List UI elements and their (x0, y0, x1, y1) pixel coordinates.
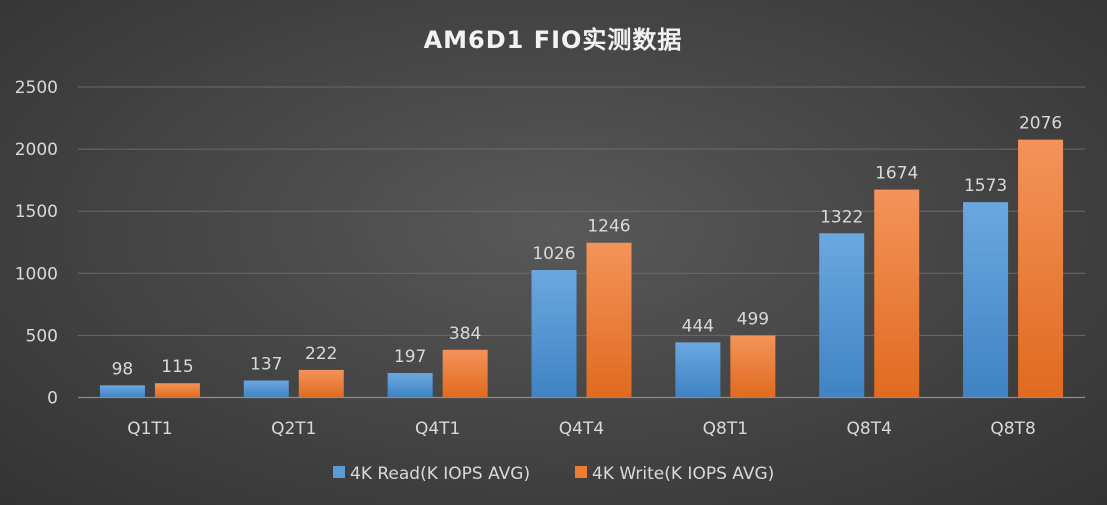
x-tick-label: Q8T8 (990, 419, 1035, 439)
bar-read-q8t1 (675, 342, 721, 398)
data-label-write-q4t1: 384 (449, 324, 481, 344)
bar-write-q8t1 (730, 335, 776, 398)
bars (99, 139, 1064, 398)
data-label-write-q4t4: 1246 (587, 217, 630, 237)
data-label-write-q8t8: 2076 (1019, 114, 1062, 134)
data-label-read-q4t4: 1026 (532, 244, 575, 264)
data-label-read-q8t8: 1573 (964, 176, 1007, 196)
data-label-write-q2t1: 222 (305, 344, 337, 364)
bar-write-q4t1 (442, 349, 488, 398)
data-label-read-q4t1: 197 (394, 347, 426, 367)
x-tick-label: Q8T1 (703, 419, 748, 439)
y-tick-label: 1000 (15, 264, 58, 284)
legend: 4K Read(K IOPS AVG) 4K Write(K IOPS AVG) (333, 464, 774, 484)
y-tick-label: 500 (26, 326, 58, 346)
bar-write-q1t1 (154, 383, 200, 398)
bar-read-q2t1 (243, 380, 289, 398)
x-tick-label: Q4T4 (559, 419, 604, 439)
x-tick-label: Q2T1 (271, 419, 316, 439)
data-labels: 98 115 137 222 197 384 1026 1246 444 499 1322 1674 1… (112, 114, 1063, 380)
x-tick-label: Q4T1 (415, 419, 460, 439)
bar-write-q8t8 (1018, 139, 1064, 398)
data-label-write-q8t4: 1674 (875, 164, 918, 184)
y-tick-label: 1500 (15, 202, 58, 222)
chart-title: AM6D1 FIO实测数据 (424, 26, 683, 54)
legend-label-read: 4K Read(K IOPS AVG) (350, 464, 530, 484)
bar-read-q1t1 (99, 385, 145, 398)
y-tick-label: 2500 (15, 78, 58, 98)
x-tick-label: Q8T4 (847, 419, 892, 439)
bar-read-q4t4 (531, 270, 577, 398)
y-axis-ticks: 0 500 1000 1500 2000 2500 (15, 78, 58, 409)
bar-read-q8t8 (963, 202, 1009, 398)
y-tick-label: 2000 (15, 140, 58, 160)
y-tick-label: 0 (47, 389, 58, 409)
gridlines (78, 86, 1085, 336)
bar-write-q8t4 (874, 189, 920, 398)
legend-swatch-read (333, 466, 345, 478)
bar-read-q4t1 (387, 373, 433, 398)
data-label-read-q2t1: 137 (250, 354, 282, 374)
data-label-write-q1t1: 115 (161, 357, 193, 377)
x-tick-label: Q1T1 (127, 419, 172, 439)
data-label-read-q8t4: 1322 (820, 207, 863, 227)
data-label-read-q8t1: 444 (682, 316, 714, 336)
data-label-read-q1t1: 98 (112, 359, 134, 379)
data-label-write-q8t1: 499 (737, 310, 769, 330)
legend-swatch-write (575, 466, 587, 478)
bar-write-q4t4 (586, 242, 632, 398)
bar-write-q2t1 (298, 369, 344, 398)
bar-read-q8t4 (819, 233, 865, 398)
legend-label-write: 4K Write(K IOPS AVG) (592, 464, 774, 484)
x-axis-labels: Q1T1 Q2T1 Q4T1 Q4T4 Q8T1 Q8T4 Q8T8 (127, 419, 1036, 439)
